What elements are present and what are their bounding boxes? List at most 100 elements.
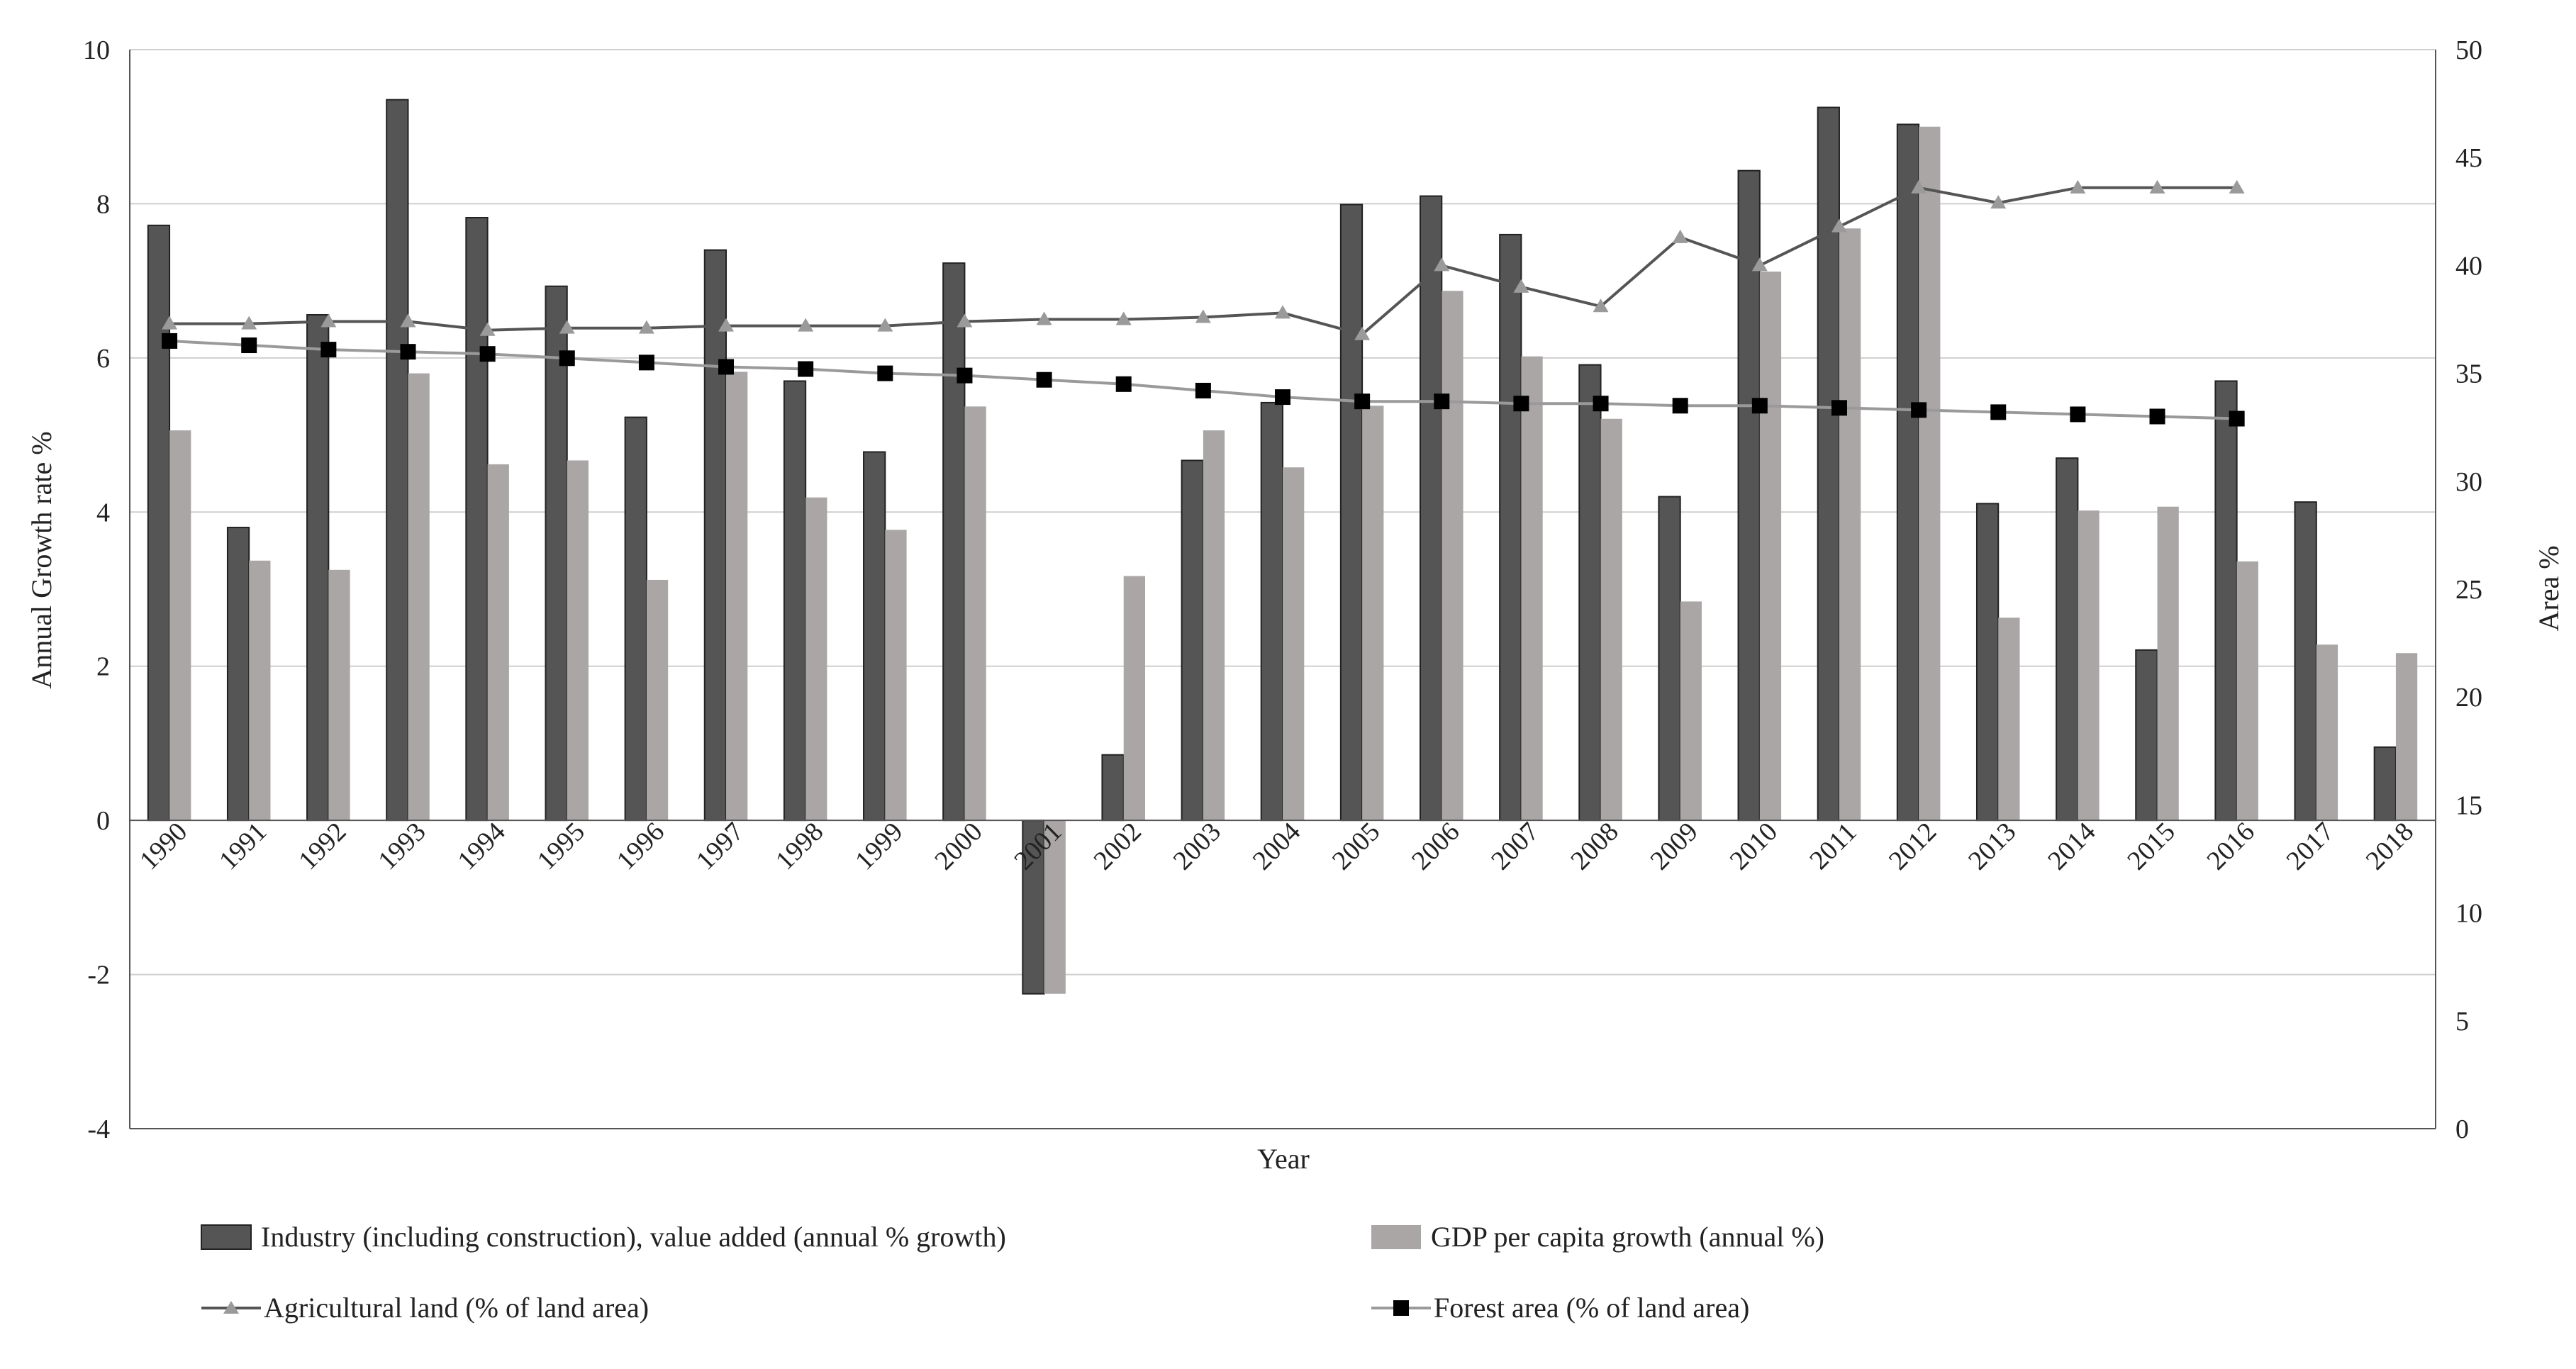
- bar-industry: [465, 216, 489, 822]
- marker-agricultural: [162, 315, 178, 330]
- marker-forest: [241, 337, 257, 354]
- legend-marker-forest: [1393, 1300, 1409, 1316]
- bar-industry: [1896, 123, 1920, 822]
- axes: [129, 50, 2436, 1129]
- bar-industry: [147, 224, 171, 822]
- marker-forest: [957, 367, 973, 384]
- bar-gdp: [1442, 291, 1463, 821]
- marker-agricultural: [1990, 195, 2007, 209]
- marker-forest: [1593, 396, 1609, 412]
- bar-industry: [1658, 496, 1681, 822]
- marker-forest: [1513, 396, 1529, 412]
- marker-forest: [1354, 393, 1371, 410]
- y-axis-title-left: Annual Growth rate %: [26, 431, 57, 688]
- legend-label-gdp: GDP per capita growth (annual %): [1431, 1221, 1824, 1253]
- marker-forest: [877, 365, 893, 381]
- bar-industry: [2373, 746, 2397, 822]
- bar-gdp: [1839, 228, 1861, 821]
- bar-gdp: [249, 560, 271, 821]
- y-tick-label-right: 20: [2455, 683, 2482, 713]
- marker-forest: [638, 354, 654, 371]
- bar-gdp: [1203, 430, 1225, 821]
- bar-industry: [1419, 195, 1443, 822]
- marker-forest: [2070, 406, 2086, 423]
- bar-gdp: [487, 464, 509, 821]
- y-tick-label-left: 8: [96, 189, 110, 219]
- bar-industry: [306, 313, 330, 822]
- y-tick-label-right: 40: [2455, 251, 2482, 281]
- bar-gdp: [2078, 510, 2100, 821]
- bar-gdp: [328, 569, 350, 821]
- marker-forest: [479, 346, 496, 362]
- bar-gdp: [1044, 820, 1066, 994]
- bar-gdp: [1521, 356, 1543, 821]
- bar-industry: [1975, 503, 2000, 822]
- marker-agricultural: [320, 313, 337, 328]
- y-tick-label-right: 10: [2455, 899, 2482, 929]
- bar-gdp: [646, 579, 669, 821]
- marker-agricultural: [1751, 257, 1768, 272]
- y-tick-label-left: 6: [96, 344, 110, 374]
- marker-agricultural: [1593, 298, 1609, 313]
- bar-industry: [1181, 459, 1204, 822]
- marker-forest: [1831, 400, 1847, 416]
- legend-label-agricultural: Agricultural land (% of land area): [264, 1292, 649, 1324]
- bar-industry: [1260, 401, 1284, 822]
- bar-gdp: [1998, 618, 2020, 821]
- marker-agricultural: [1115, 311, 1132, 325]
- marker-forest: [1195, 382, 1211, 398]
- marker-forest: [2229, 410, 2245, 427]
- legend-swatch-industry: [201, 1224, 252, 1250]
- marker-forest: [1115, 376, 1132, 392]
- bar-gdp: [1759, 272, 1782, 821]
- bar-industry: [863, 451, 886, 822]
- bar-gdp: [408, 373, 430, 821]
- marker-agricultural: [877, 318, 893, 332]
- bar-industry: [1578, 364, 1602, 822]
- marker-agricultural: [638, 320, 654, 334]
- bar-industry: [1339, 203, 1364, 822]
- series-lines: [162, 179, 2245, 427]
- bar-industry: [1737, 169, 1761, 822]
- y-tick-label-right: 30: [2455, 467, 2482, 497]
- y-tick-label-right: 0: [2455, 1114, 2469, 1144]
- bar-industry: [2294, 501, 2317, 822]
- bar-gdp: [2157, 506, 2179, 821]
- marker-forest: [400, 344, 416, 360]
- bar-industry: [942, 262, 966, 822]
- legend-label-forest: Forest area (% of land area): [1434, 1292, 1749, 1324]
- y-tick-label-right: 5: [2455, 1007, 2469, 1036]
- marker-forest: [1036, 371, 1052, 388]
- marker-forest: [2149, 408, 2165, 425]
- marker-agricultural: [798, 318, 814, 332]
- legend-swatch-gdp: [1371, 1225, 1421, 1249]
- y-tick-label-left: -4: [87, 1114, 110, 1144]
- bar-gdp: [2395, 653, 2418, 821]
- bar-industry: [783, 380, 807, 822]
- y-tick-label-left: 0: [96, 806, 110, 836]
- marker-forest: [559, 350, 575, 367]
- marker-agricultural: [2149, 179, 2165, 194]
- marker-forest: [162, 333, 178, 349]
- bar-industry: [1817, 106, 1840, 822]
- marker-agricultural: [1831, 218, 1847, 233]
- bar-industry: [226, 527, 250, 822]
- bar-industry: [1101, 754, 1125, 822]
- marker-agricultural: [241, 315, 257, 330]
- marker-agricultural: [1036, 311, 1052, 325]
- marker-agricultural: [2070, 179, 2086, 194]
- marker-agricultural: [2229, 179, 2245, 194]
- marker-agricultural: [957, 313, 973, 328]
- marker-forest: [1911, 402, 1927, 418]
- bar-industry: [545, 285, 568, 822]
- marker-agricultural: [1354, 326, 1371, 340]
- bar-gdp: [726, 371, 748, 821]
- y-tick-label-left: 2: [96, 652, 110, 682]
- bar-gdp: [2236, 561, 2258, 821]
- bar-industry: [624, 416, 647, 822]
- bar-gdp: [885, 530, 907, 821]
- marker-agricultural: [1434, 257, 1450, 272]
- marker-agricultural: [1275, 305, 1290, 319]
- y-tick-label-right: 25: [2455, 575, 2482, 605]
